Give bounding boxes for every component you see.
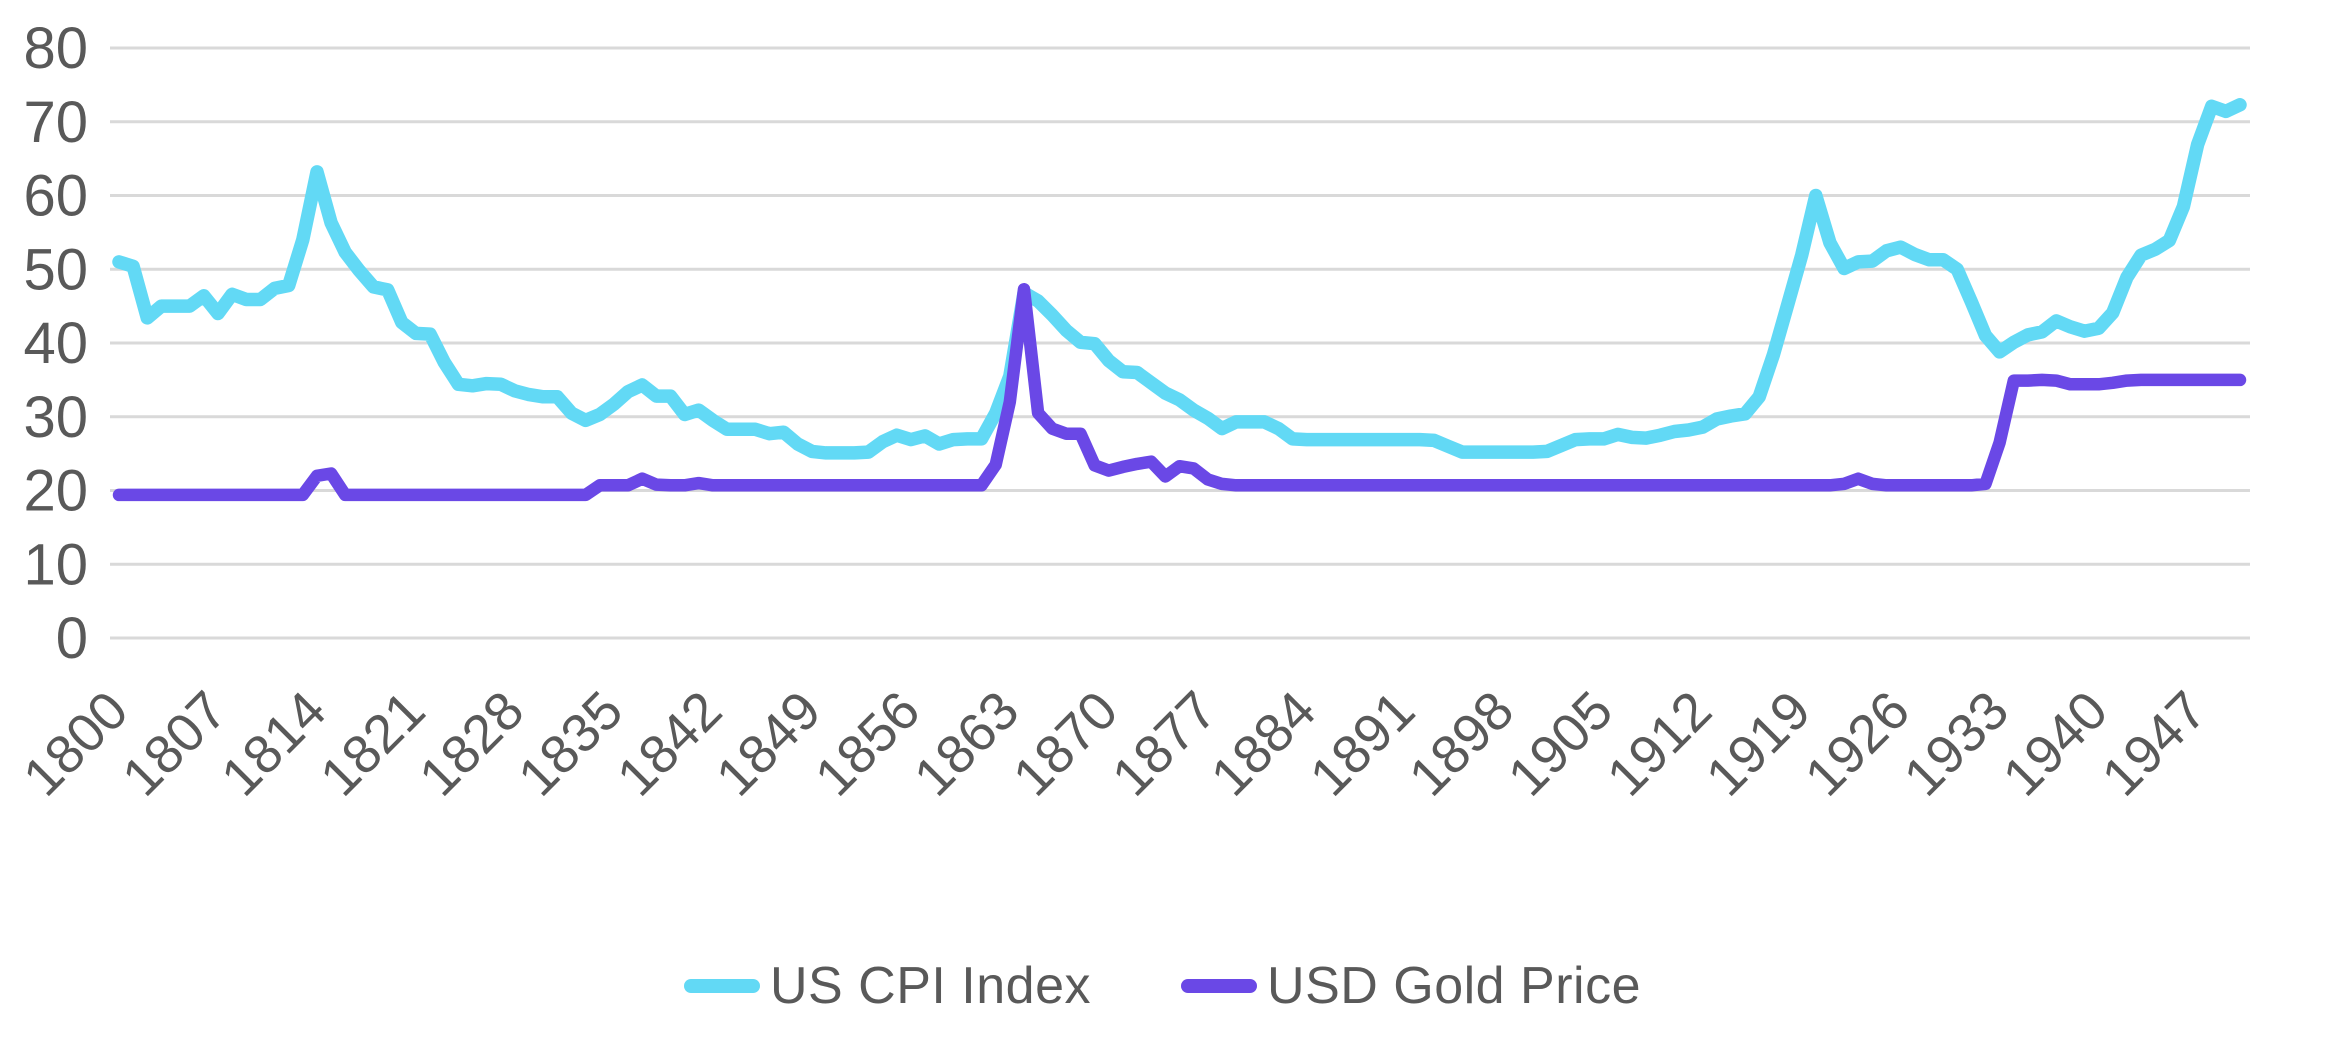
svg-text:1800: 1800 <box>12 680 139 807</box>
svg-text:1940: 1940 <box>1992 680 2119 807</box>
svg-text:1877: 1877 <box>1101 680 1228 807</box>
x-axis-tick-label-1856: 1856 <box>804 680 931 807</box>
x-axis-tick-label-1807: 1807 <box>111 680 238 807</box>
legend-label-cpi: US CPI Index <box>769 957 1092 1015</box>
gold-line <box>112 282 2247 502</box>
svg-text:1891: 1891 <box>1299 680 1426 807</box>
svg-text:1898: 1898 <box>1398 680 1525 807</box>
x-axis-tick-label-1800: 1800 <box>12 680 139 807</box>
x-axis-tick-label-1828: 1828 <box>408 680 535 807</box>
svg-text:1884: 1884 <box>1200 680 1327 807</box>
x-axis-tick-label-1940: 1940 <box>1992 680 2119 807</box>
y-axis-tick-label-40: 40 <box>23 311 88 376</box>
svg-text:1835: 1835 <box>507 680 634 807</box>
y-axis-tick-label-70: 70 <box>23 90 88 155</box>
svg-text:1919: 1919 <box>1695 680 1822 807</box>
svg-text:1849: 1849 <box>705 680 832 807</box>
x-axis-tick-label-1947: 1947 <box>2091 680 2218 807</box>
x-axis-tick-label-1870: 1870 <box>1002 680 1129 807</box>
y-axis-tick-label-50: 50 <box>23 237 88 302</box>
svg-text:1863: 1863 <box>903 680 1030 807</box>
svg-text:1828: 1828 <box>408 680 535 807</box>
legend-label-gold: USD Gold Price <box>1267 957 1642 1015</box>
x-axis-tick-label-1905: 1905 <box>1497 680 1624 807</box>
y-axis-tick-label-30: 30 <box>23 385 88 450</box>
y-axis-tick-label-80: 80 <box>23 16 88 81</box>
svg-text:1842: 1842 <box>606 680 733 807</box>
x-axis-tick-label-1863: 1863 <box>903 680 1030 807</box>
gold-line-swatch-icon <box>1181 979 1258 993</box>
cpi-line-swatch-icon <box>683 979 760 993</box>
x-axis-tick-label-1835: 1835 <box>507 680 634 807</box>
x-axis-tick-label-1849: 1849 <box>705 680 832 807</box>
svg-text:1870: 1870 <box>1002 680 1129 807</box>
y-axis-tick-label-20: 20 <box>23 459 88 524</box>
legend-item-cpi: US CPI Index <box>683 956 1092 1016</box>
y-axis-tick-label-0: 0 <box>56 606 88 671</box>
svg-text:1926: 1926 <box>1794 680 1921 807</box>
svg-text:1814: 1814 <box>210 680 337 807</box>
x-axis-tick-label-1898: 1898 <box>1398 680 1525 807</box>
svg-text:1821: 1821 <box>309 680 436 807</box>
legend: US CPI Index USD Gold Price <box>0 956 2325 1016</box>
x-axis-tick-label-1814: 1814 <box>210 680 337 807</box>
svg-text:1807: 1807 <box>111 680 238 807</box>
x-axis-tick-label-1919: 1919 <box>1695 680 1822 807</box>
x-axis-tick-label-1884: 1884 <box>1200 680 1327 807</box>
cpi-line <box>112 98 2247 460</box>
x-axis-tick-label-1877: 1877 <box>1101 680 1228 807</box>
svg-text:1905: 1905 <box>1497 680 1624 807</box>
legend-item-gold: USD Gold Price <box>1181 956 1641 1016</box>
svg-text:1856: 1856 <box>804 680 931 807</box>
x-axis-tick-label-1912: 1912 <box>1596 680 1723 807</box>
x-axis-tick-label-1891: 1891 <box>1299 680 1426 807</box>
x-axis-tick-label-1842: 1842 <box>606 680 733 807</box>
x-axis-tick-label-1933: 1933 <box>1893 680 2020 807</box>
svg-text:1947: 1947 <box>2091 680 2218 807</box>
y-axis-tick-label-60: 60 <box>23 164 88 229</box>
y-axis-tick-label-10: 10 <box>23 532 88 597</box>
x-axis-tick-label-1926: 1926 <box>1794 680 1921 807</box>
x-axis-tick-label-1821: 1821 <box>309 680 436 807</box>
svg-text:1912: 1912 <box>1596 680 1723 807</box>
svg-text:1933: 1933 <box>1893 680 2020 807</box>
